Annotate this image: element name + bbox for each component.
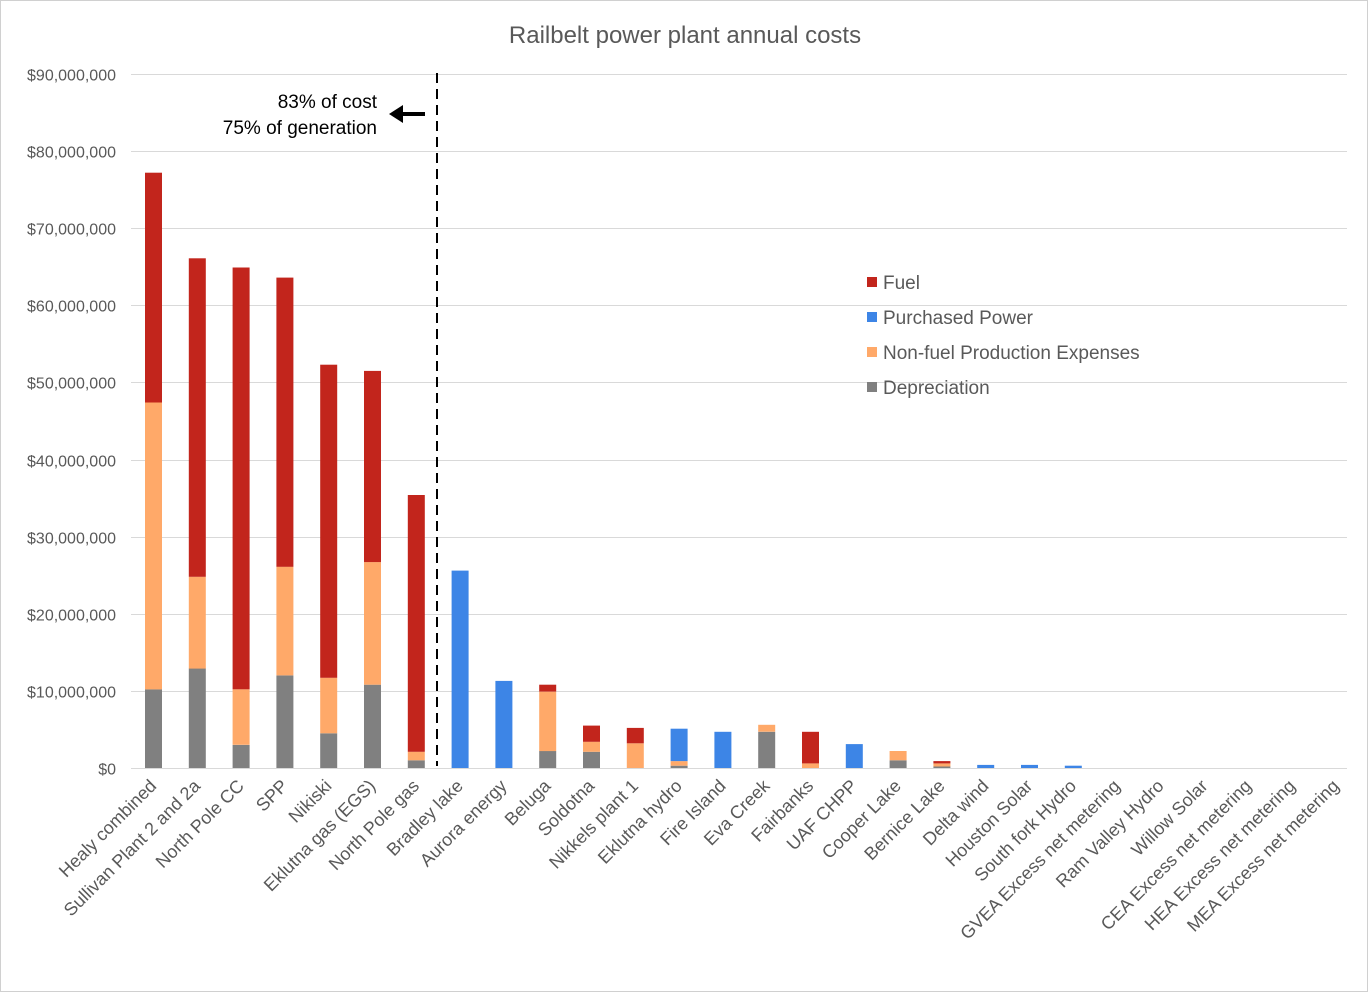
bar-eklutna-gas-egs-fuel [364,370,381,563]
bar-spp-fuel [276,277,294,567]
bar-uaf-chpp-purchased-power [845,744,863,768]
y-axis-ticks: $0 $10,000,000 $20,000,000 $30,000,000 $40,0… [27,68,116,779]
bar-nikiski-fuel [320,364,338,678]
bar-eklutna-hydro-purchased-power [670,728,688,762]
y-tick-label: $20,000,000 [27,608,116,625]
bar-cooper-lake-non-fuel-production-expenses [889,751,907,761]
bar-bernice-lake-non-fuel-production-expenses [933,763,951,767]
legend-swatch-purchased-power [867,312,877,322]
legend-label-depreciation: Depreciation [883,378,990,399]
y-tick-label: $70,000,000 [27,222,116,239]
bar-cooper-lake-depreciation [889,760,907,768]
bar-eva-creek-non-fuel-production-expenses [758,724,776,732]
bar-healy-combined-non-fuel-production-expenses [145,402,162,690]
bar-eklutna-hydro-depreciation [670,765,688,768]
bar-aurora-energy-purchased-power [495,680,513,768]
bar-soldotna-fuel [583,725,600,742]
bar-nikkels-plant-1-non-fuel-production-expenses [626,743,644,768]
bar-beluga-depreciation [539,751,557,768]
y-tick-label: $80,000,000 [27,145,116,162]
bar-eklutna-hydro-non-fuel-production-expenses [670,761,688,766]
bar-fairbanks-fuel [802,731,819,764]
y-tick-label: $60,000,000 [27,299,116,316]
bar-houston-solar-purchased-power [1021,764,1038,768]
bar-nikiski-depreciation [320,733,338,768]
bar-soldotna-depreciation [583,751,600,768]
bar-fire-island-purchased-power [714,731,732,768]
legend-swatch-fuel [867,277,877,287]
bar-soldotna-non-fuel-production-expenses [583,741,600,752]
bar-sullivan-plant-2-and-2a-non-fuel-production-expenses [188,576,206,669]
y-tick-label: $40,000,000 [27,454,116,471]
x-tick-label: SPP [252,776,292,816]
left-arrow-icon [389,105,425,123]
bar-eklutna-gas-egs-non-fuel-production-expenses [364,562,381,685]
bar-south-fork-hydro-purchased-power [1064,765,1082,768]
bar-beluga-non-fuel-production-expenses [539,691,557,752]
bar-bernice-lake-depreciation [933,766,951,768]
bar-bradley-lake-purchased-power [451,570,469,768]
bar-spp-depreciation [276,675,294,768]
bar-north-pole-cc-depreciation [232,744,250,768]
bar-nikiski-non-fuel-production-expenses [320,677,338,734]
gridlines [131,74,1347,692]
legend: Fuel Purchased Power Non-fuel Production E… [867,273,1140,399]
bar-healy-combined-fuel [145,172,162,403]
annotation-generation: 75% of generation [223,118,377,139]
y-tick-label: $10,000,000 [27,685,116,702]
bars [145,172,1082,768]
bar-spp-non-fuel-production-expenses [276,566,294,676]
legend-swatch-non-fuel-production-expenses [867,347,877,357]
y-tick-label: $30,000,000 [27,531,116,548]
bar-sullivan-plant-2-and-2a-fuel [188,258,206,577]
chart-title: Railbelt power plant annual costs [509,22,861,49]
bar-eva-creek-depreciation [758,731,776,768]
bar-fairbanks-non-fuel-production-expenses [802,763,819,768]
legend-label-purchased-power: Purchased Power [883,308,1034,329]
bar-north-pole-cc-fuel [232,267,250,690]
bar-nikkels-plant-1-fuel [626,727,644,744]
legend-label-fuel: Fuel [883,273,920,294]
bar-delta-wind-purchased-power [977,764,995,768]
bar-bernice-lake-fuel [933,761,951,764]
bar-healy-combined-depreciation [145,689,162,768]
bar-sullivan-plant-2-and-2a-depreciation [188,668,206,768]
bar-eklutna-gas-egs-depreciation [364,684,381,768]
bar-north-pole-cc-non-fuel-production-expenses [232,689,250,745]
bar-north-pole-gas-non-fuel-production-expenses [407,751,425,761]
bar-north-pole-gas-depreciation [407,760,425,768]
y-tick-label: $50,000,000 [27,376,116,393]
y-tick-label: $90,000,000 [27,68,116,85]
legend-swatch-depreciation [867,382,877,392]
bar-north-pole-gas-fuel [407,495,425,752]
bar-beluga-fuel [539,684,557,692]
annotation-cost: 83% of cost [278,92,378,113]
y-tick-label: $0 [98,762,116,779]
legend-label-non-fuel-production-expenses: Non-fuel Production Expenses [883,343,1140,364]
